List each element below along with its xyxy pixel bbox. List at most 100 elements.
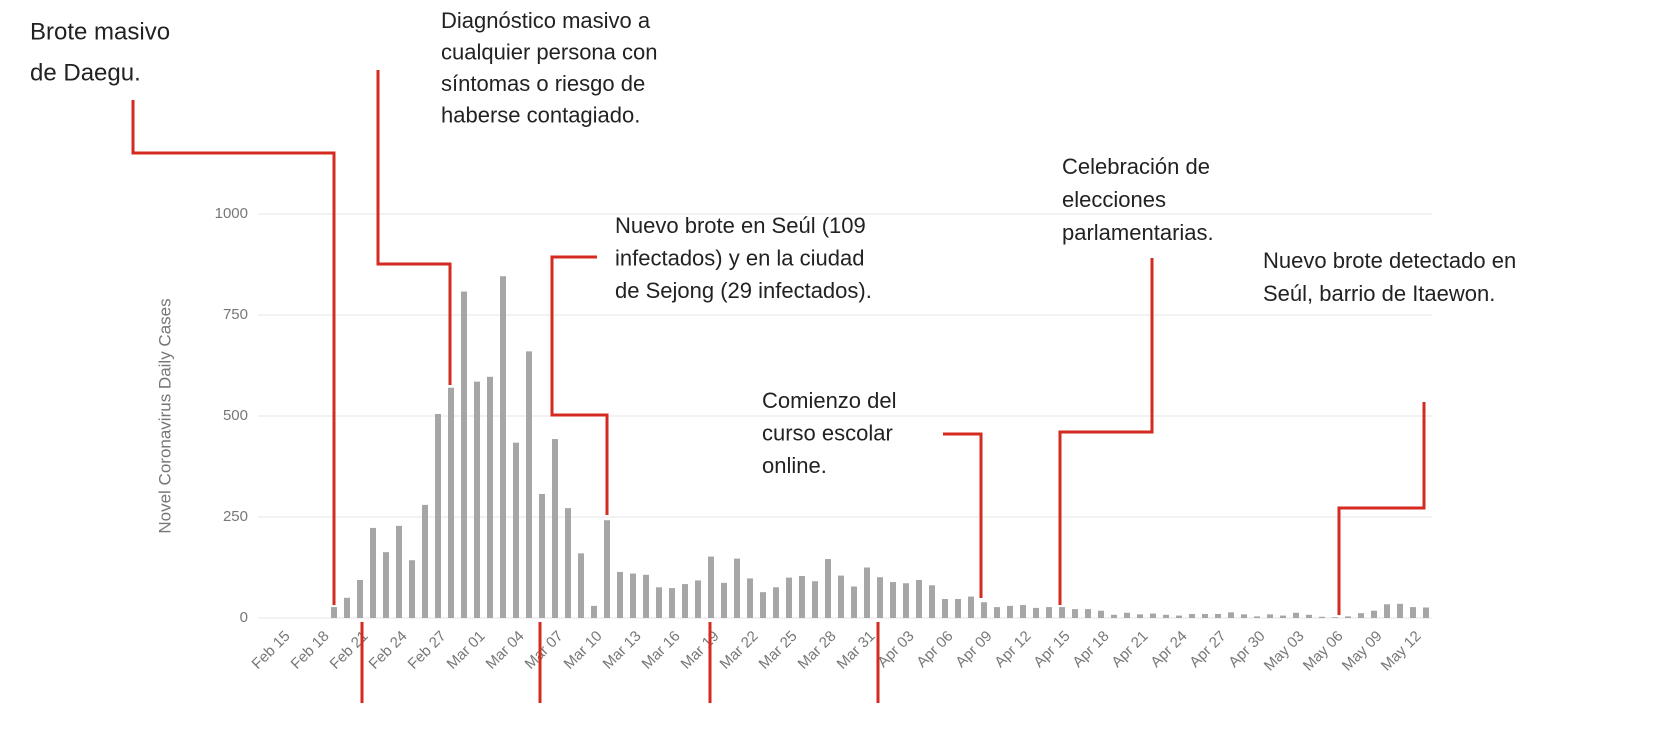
x-tick-label: Mar 28 xyxy=(795,628,840,673)
x-tick-label: Feb 21 xyxy=(327,628,372,673)
bar xyxy=(1423,607,1429,618)
bar xyxy=(695,580,701,618)
x-tick-label: Mar 31 xyxy=(834,628,879,673)
x-tick-label: Apr 18 xyxy=(1069,628,1112,671)
bar xyxy=(370,527,376,618)
x-tick-label: Mar 04 xyxy=(483,628,528,673)
x-tick-label: Feb 27 xyxy=(405,628,450,673)
bar xyxy=(981,602,987,618)
x-tick-label: Mar 13 xyxy=(600,628,645,673)
annotation: elecciones xyxy=(1062,187,1166,212)
leader-lines xyxy=(131,70,1426,703)
bar xyxy=(1358,613,1364,618)
annotation: cualquier persona con xyxy=(441,39,657,64)
bar xyxy=(669,588,675,618)
y-tick-label: 750 xyxy=(223,306,248,323)
x-tick-label: Apr 09 xyxy=(952,628,995,671)
annotation: Diagnóstico masivo a xyxy=(441,8,651,33)
bar xyxy=(1020,605,1026,618)
bar xyxy=(890,582,896,618)
annotation: curso escolar xyxy=(762,420,893,445)
bar xyxy=(968,596,974,618)
bar xyxy=(864,567,870,618)
bar xyxy=(1215,613,1221,618)
bar xyxy=(1410,607,1416,618)
bar xyxy=(1033,607,1039,618)
bar xyxy=(656,587,662,618)
annotation: síntomas o riesgo de xyxy=(441,71,645,96)
bar xyxy=(448,387,454,618)
bar xyxy=(1072,609,1078,618)
x-tick-label: May 06 xyxy=(1300,628,1347,675)
y-axis-label: Novel Coronavirus Daily Cases xyxy=(155,298,174,533)
bar xyxy=(591,605,597,618)
x-tick-label: Apr 15 xyxy=(1030,628,1073,671)
bar xyxy=(1189,613,1195,618)
bar xyxy=(903,583,909,618)
bar xyxy=(721,582,727,618)
x-tick-label: Apr 24 xyxy=(1147,628,1190,671)
bar xyxy=(383,552,389,618)
annotation: Celebración de xyxy=(1062,154,1210,179)
bar xyxy=(1280,615,1286,618)
y-tick-label: 500 xyxy=(223,407,248,424)
y-tick-label: 1000 xyxy=(215,205,248,222)
bar xyxy=(825,559,831,618)
bar xyxy=(513,442,519,618)
bar xyxy=(1397,603,1403,618)
bar xyxy=(1163,614,1169,618)
annotation: Nuevo brote en Seúl (109 xyxy=(615,213,866,238)
annotation: Brote masivo xyxy=(30,18,170,45)
bar xyxy=(708,556,714,618)
bar xyxy=(1085,609,1091,618)
y-tick-label: 0 xyxy=(240,609,248,626)
x-tick-label: Feb 15 xyxy=(249,628,294,673)
bar xyxy=(1254,616,1260,618)
bar xyxy=(1007,605,1013,618)
x-tick-label: Mar 07 xyxy=(522,628,567,673)
x-tick-label: Apr 27 xyxy=(1186,628,1229,671)
bar xyxy=(1228,612,1234,618)
x-tick-label: Mar 19 xyxy=(678,628,723,673)
x-tick-label: Apr 06 xyxy=(913,628,956,671)
annotation: de Sejong (29 infectados). xyxy=(615,278,872,303)
bar xyxy=(942,599,948,618)
bar xyxy=(786,577,792,618)
bar xyxy=(617,571,623,618)
x-tick-label: Mar 01 xyxy=(444,628,489,673)
bar xyxy=(357,580,363,618)
bar xyxy=(1371,610,1377,618)
bar xyxy=(734,558,740,618)
bar xyxy=(851,586,857,618)
bar xyxy=(422,504,428,618)
bar xyxy=(1111,614,1117,618)
bar xyxy=(1202,613,1208,618)
x-tick-label: May 03 xyxy=(1261,628,1308,675)
bar xyxy=(838,575,844,618)
bar xyxy=(773,587,779,618)
bar xyxy=(1124,612,1130,618)
bar xyxy=(747,578,753,618)
x-tick-label: Apr 03 xyxy=(874,628,917,671)
bar xyxy=(435,413,441,618)
bar xyxy=(1384,604,1390,618)
bar xyxy=(812,581,818,618)
x-tick-label: May 12 xyxy=(1378,628,1425,675)
x-tick-label: Feb 24 xyxy=(366,628,411,673)
bar xyxy=(1046,607,1052,618)
bar xyxy=(799,575,805,618)
bar xyxy=(1176,615,1182,618)
bar xyxy=(1332,617,1338,618)
bar xyxy=(1345,616,1351,618)
bar xyxy=(539,493,545,618)
bar xyxy=(1293,612,1299,618)
bar xyxy=(331,607,337,618)
bar xyxy=(396,525,402,618)
bar xyxy=(461,291,467,618)
bar xyxy=(1319,616,1325,618)
bar xyxy=(1267,614,1273,618)
x-tick-label: Mar 25 xyxy=(756,628,801,673)
bar xyxy=(994,607,1000,618)
x-tick-label: May 09 xyxy=(1339,628,1386,675)
bar xyxy=(643,574,649,618)
